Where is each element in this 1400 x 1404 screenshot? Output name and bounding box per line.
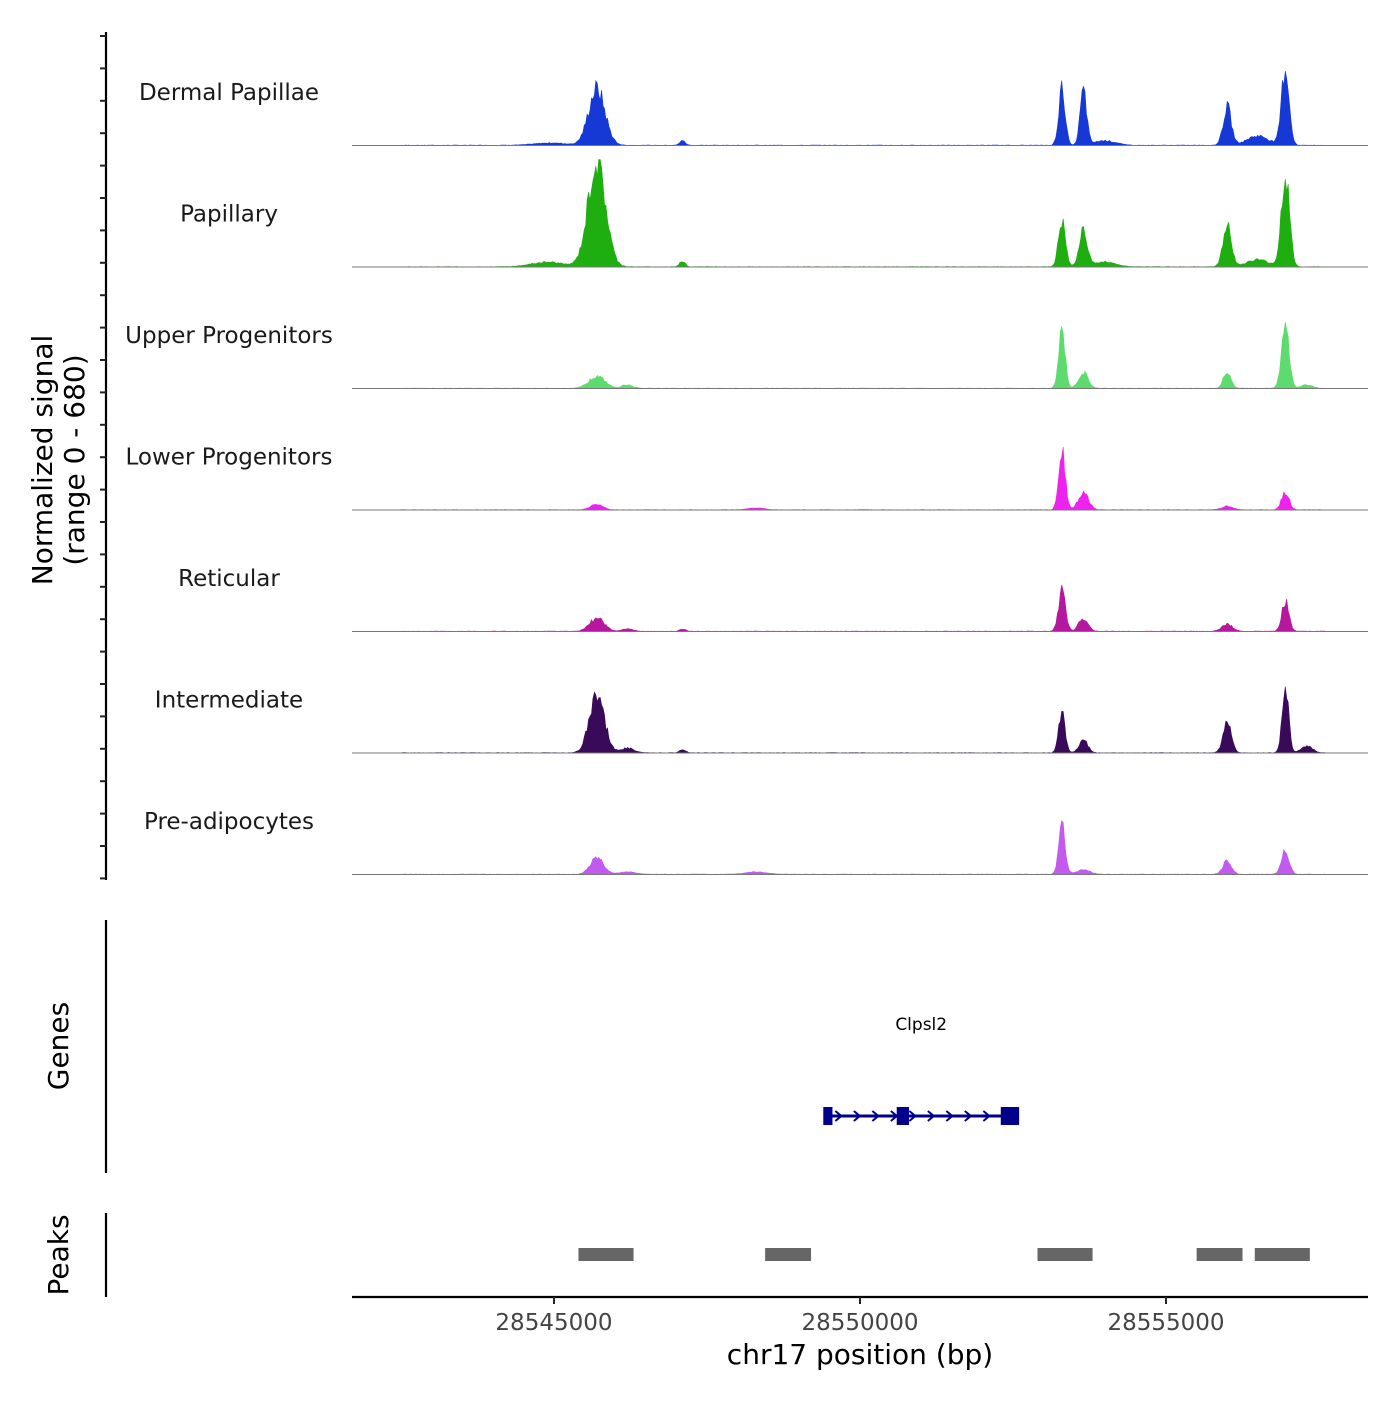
gene-exon — [1000, 1107, 1020, 1125]
track-papillary: Papillary — [180, 159, 1368, 268]
strand-arrow — [927, 1110, 936, 1122]
peaks-track — [104, 1213, 1310, 1297]
x-axis: 28545000 28550000 28555000 — [352, 1295, 1368, 1336]
peak-region — [1254, 1248, 1310, 1261]
x-tick-label: 28550000 — [801, 1310, 918, 1336]
track-label: Reticular — [178, 566, 280, 592]
strand-arrow — [908, 1110, 917, 1122]
track-label: Lower Progenitors — [126, 445, 333, 471]
gene-exon — [896, 1107, 909, 1125]
signal-area — [352, 159, 1368, 268]
signal-area — [352, 686, 1368, 754]
genes-axis-title: Genes — [42, 1002, 75, 1090]
signal-area — [352, 584, 1368, 632]
track-label: Papillary — [180, 202, 278, 228]
track-label: Upper Progenitors — [125, 323, 333, 349]
strand-arrow — [853, 1110, 862, 1122]
track-reticular: Reticular — [178, 566, 1368, 632]
x-tick-label: 28555000 — [1107, 1310, 1224, 1336]
x-axis-title: chr17 position (bp) — [727, 1338, 993, 1371]
coverage-tracks: Dermal Papillae Papillary Upper Progenitor… — [125, 71, 1368, 875]
strand-arrow — [890, 1110, 899, 1122]
strand-arrow — [964, 1110, 973, 1122]
peaks-axis-title: Peaks — [42, 1214, 75, 1295]
y-axis-range: (range 0 - 680) — [58, 354, 91, 565]
genes-track: Clpsl2 — [104, 920, 1020, 1173]
track-pre-adipocytes: Pre-adipocytes — [144, 809, 1368, 875]
signal-area — [352, 820, 1368, 875]
peak-region — [1196, 1248, 1243, 1261]
signal-area — [352, 321, 1368, 389]
y-axis-title: Normalized signal — [26, 335, 59, 586]
strand-arrow — [945, 1110, 954, 1122]
track-lower-progenitors: Lower Progenitors — [126, 445, 1368, 511]
strand-arrow — [982, 1110, 991, 1122]
strand-arrow — [871, 1110, 880, 1122]
peak-region — [578, 1248, 634, 1261]
y-axis — [100, 32, 108, 880]
peak-region — [765, 1248, 812, 1261]
x-tick-label: 28545000 — [495, 1310, 612, 1336]
gene-label: Clpsl2 — [895, 1015, 947, 1035]
peak-region — [1037, 1248, 1093, 1261]
gene-clpsl2: Clpsl2 — [823, 1015, 1020, 1125]
track-label: Dermal Papillae — [139, 80, 319, 106]
signal-area — [352, 446, 1368, 511]
track-intermediate: Intermediate — [155, 686, 1368, 754]
track-label: Intermediate — [155, 688, 303, 714]
signal-area — [352, 71, 1368, 146]
track-upper-progenitors: Upper Progenitors — [125, 321, 1368, 389]
gene-exon — [823, 1107, 833, 1125]
track-dermal-papillae: Dermal Papillae — [139, 71, 1368, 146]
strand-arrow — [834, 1110, 843, 1122]
track-label: Pre-adipocytes — [144, 809, 314, 835]
